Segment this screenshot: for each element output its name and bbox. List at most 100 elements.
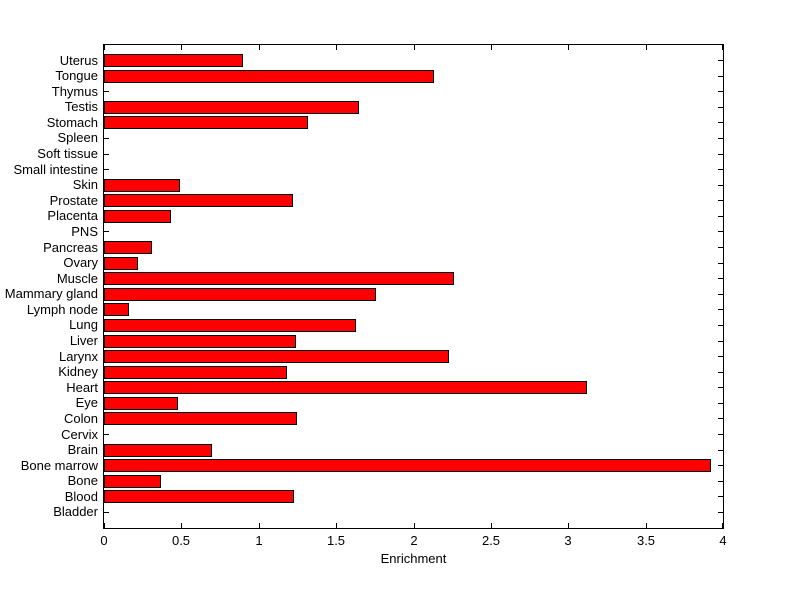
- y-tick: [718, 247, 723, 249]
- bar-placenta: [104, 209, 171, 223]
- y-tick: [718, 340, 723, 342]
- y-tick: [718, 324, 723, 326]
- x-tick-label: 1: [255, 533, 263, 548]
- y-tick-label: Cervix: [61, 426, 98, 442]
- y-tick: [718, 418, 723, 420]
- x-tick-label: 2.5: [481, 533, 501, 548]
- y-tick-label: Testis: [64, 99, 98, 115]
- x-tick: [336, 523, 337, 528]
- y-tick: [718, 231, 723, 233]
- bar-colon: [104, 412, 297, 426]
- bar-ovary: [104, 256, 138, 270]
- bar-bone: [104, 474, 161, 488]
- y-tick-label: Liver: [69, 333, 98, 349]
- y-tick: [104, 137, 109, 139]
- bar-lymph-node: [104, 303, 129, 317]
- bar-blood: [104, 490, 294, 504]
- y-tick: [718, 184, 723, 186]
- y-tick-label: Bladder: [53, 504, 98, 520]
- y-tick: [104, 231, 109, 233]
- x-tick: [414, 523, 415, 528]
- y-tick: [718, 106, 723, 108]
- bar-muscle: [104, 272, 454, 286]
- y-tick-label: Thymus: [51, 83, 98, 99]
- x-tick-label: 4: [719, 533, 727, 548]
- y-tick: [718, 480, 723, 482]
- y-tick-label: Stomach: [46, 114, 98, 130]
- y-tick: [718, 387, 723, 389]
- y-tick: [718, 511, 723, 513]
- bar-liver: [104, 334, 296, 348]
- bar-uterus: [104, 54, 243, 68]
- bar-tongue: [104, 69, 434, 83]
- y-tick-label: Uterus: [59, 52, 98, 68]
- y-tick-label: Brain: [67, 442, 98, 458]
- y-tick: [718, 122, 723, 124]
- y-tick-label: Soft tissue: [37, 146, 98, 162]
- x-tick: [259, 45, 260, 50]
- x-tick: [259, 523, 260, 528]
- y-tick: [718, 137, 723, 139]
- x-axis-title: Enrichment: [380, 551, 447, 566]
- y-tick: [718, 153, 723, 155]
- x-tick: [491, 45, 492, 50]
- y-tick: [718, 371, 723, 373]
- y-tick-label: Bone: [67, 473, 98, 489]
- x-tick-label: 3.5: [636, 533, 656, 548]
- y-tick-label: Bone marrow: [20, 457, 98, 473]
- y-tick-label: Blood: [64, 488, 98, 504]
- y-tick: [718, 496, 723, 498]
- y-tick: [718, 293, 723, 295]
- x-tick-label: 2: [410, 533, 418, 548]
- bar-pancreas: [104, 241, 152, 255]
- bar-testis: [104, 100, 359, 114]
- y-tick: [718, 262, 723, 264]
- y-tick: [718, 169, 723, 171]
- y-tick: [718, 60, 723, 62]
- x-tick: [722, 45, 723, 50]
- y-tick-label: Tongue: [55, 68, 98, 84]
- y-tick: [104, 91, 109, 93]
- y-tick: [104, 169, 109, 171]
- bar-kidney: [104, 365, 287, 379]
- y-tick: [718, 278, 723, 280]
- y-tick-label: Kidney: [58, 364, 98, 380]
- y-tick: [718, 215, 723, 217]
- y-tick-label: Eye: [75, 395, 98, 411]
- y-tick: [104, 434, 109, 436]
- y-tick-label: Skin: [72, 177, 98, 193]
- y-tick-label: Lung: [69, 317, 98, 333]
- y-tick-label: Small intestine: [13, 161, 98, 177]
- y-tick-label: Mammary gland: [4, 286, 98, 302]
- y-tick: [718, 200, 723, 202]
- y-tick-label: Pancreas: [43, 239, 98, 255]
- y-tick: [718, 309, 723, 311]
- y-tick-label: Spleen: [57, 130, 98, 146]
- y-tick: [718, 434, 723, 436]
- y-tick: [718, 465, 723, 467]
- y-tick-label: Ovary: [63, 255, 98, 271]
- y-tick-label: Placenta: [47, 208, 98, 224]
- x-tick: [722, 523, 723, 528]
- bar-eye: [104, 396, 178, 410]
- y-tick-label: Colon: [64, 410, 98, 426]
- bar-mammary-gland: [104, 287, 376, 301]
- y-tick: [104, 153, 109, 155]
- bar-brain: [104, 443, 212, 457]
- x-tick: [181, 45, 182, 50]
- y-tick: [718, 402, 723, 404]
- bar-stomach: [104, 116, 308, 130]
- x-tick-label: 3: [564, 533, 572, 548]
- y-tick-label: Prostate: [49, 192, 98, 208]
- y-tick-label: Heart: [66, 379, 98, 395]
- x-tick: [181, 523, 182, 528]
- y-tick: [104, 511, 109, 513]
- y-tick: [718, 449, 723, 451]
- bar-lung: [104, 318, 356, 332]
- bar-larynx: [104, 350, 449, 364]
- x-tick: [646, 523, 647, 528]
- x-tick: [104, 45, 105, 50]
- x-tick: [414, 45, 415, 50]
- x-tick: [336, 45, 337, 50]
- y-tick-label: Lymph node: [26, 301, 98, 317]
